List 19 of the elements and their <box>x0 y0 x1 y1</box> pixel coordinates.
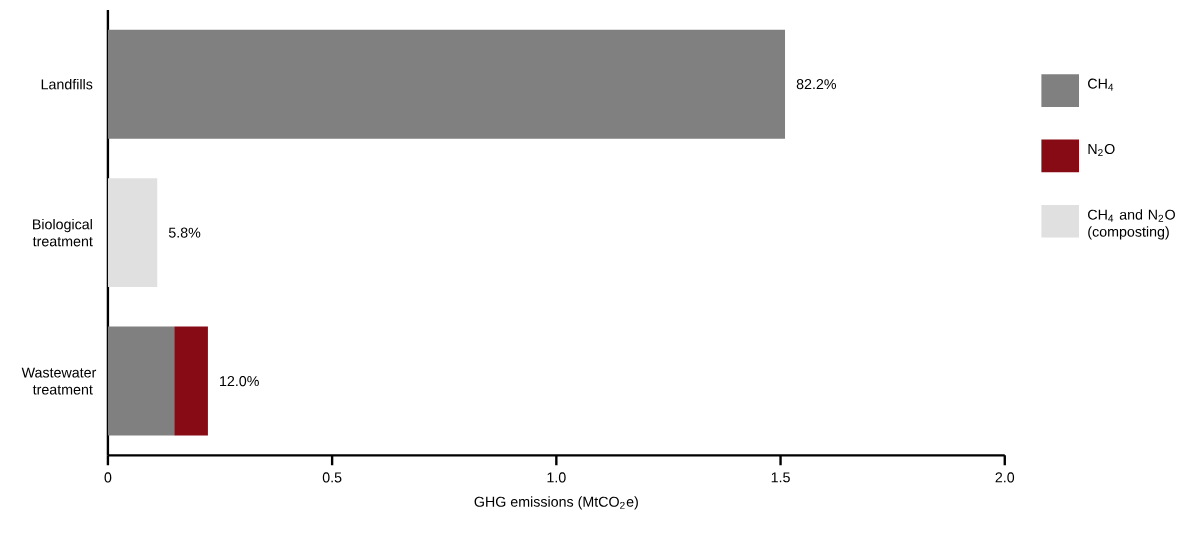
x-tick-label: 1.5 <box>771 472 790 483</box>
bar <box>107 178 158 288</box>
y-tick-label: Biological treatment <box>32 219 93 247</box>
y-tick-label: Wastewater treatment <box>21 367 97 395</box>
x-tick-label: 2.0 <box>995 472 1015 483</box>
bar <box>174 326 208 436</box>
x-tick-label: 0 <box>104 472 112 483</box>
annotation: 12.0% <box>220 376 259 387</box>
legend-label: CH$_{4}$ <box>1088 78 1114 91</box>
x-axis-title: GHG emissions (MtCO$_{2}$e) <box>474 496 638 510</box>
x-tick-label: 1.0 <box>547 472 566 483</box>
annotation: 5.8% <box>168 227 201 238</box>
bar <box>107 29 786 139</box>
annotation: 82.2% <box>796 79 837 90</box>
y-tick-label: Landfills <box>41 79 93 90</box>
legend-label: CH$_{4}$ and N$_{2}$O (composting) <box>1088 209 1175 240</box>
bar <box>107 326 175 436</box>
legend-label: N$_{2}$O <box>1088 144 1115 157</box>
x-tick-label: 0.5 <box>322 472 342 483</box>
